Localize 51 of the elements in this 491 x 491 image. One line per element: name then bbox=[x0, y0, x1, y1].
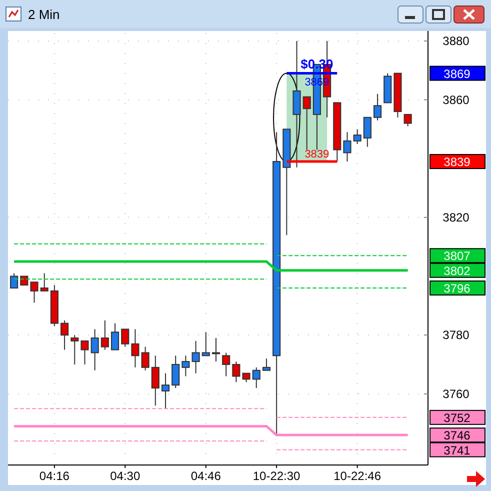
candlestick bbox=[343, 132, 352, 162]
candlestick bbox=[151, 355, 160, 406]
series-label: 3869 bbox=[304, 76, 330, 88]
text: 3839 bbox=[444, 155, 471, 170]
legend-label: 3741 bbox=[444, 443, 471, 458]
x-tick-label: 04:30 bbox=[110, 469, 140, 483]
text: 3869 bbox=[444, 66, 471, 81]
legend-label: 3746 bbox=[444, 428, 471, 443]
candlestick bbox=[141, 346, 150, 371]
candlestick bbox=[10, 272, 18, 288]
candlestick bbox=[222, 352, 230, 377]
candlestick bbox=[172, 355, 180, 388]
candlestick bbox=[40, 272, 48, 292]
candlestick bbox=[252, 366, 260, 388]
candlestick bbox=[161, 372, 170, 410]
y-tick-label: 3860 bbox=[442, 92, 470, 107]
y-tick-label: 3760 bbox=[442, 386, 470, 401]
candlestick bbox=[100, 320, 109, 350]
candlestick bbox=[60, 320, 69, 350]
text: 3807 bbox=[444, 249, 471, 264]
candlestick bbox=[192, 340, 200, 374]
y-tick-label: 3880 bbox=[442, 34, 470, 48]
candlestick bbox=[30, 282, 38, 304]
candlestick bbox=[212, 338, 220, 362]
x-tick-label: 04:16 bbox=[39, 469, 70, 483]
candlestick bbox=[373, 93, 382, 121]
x-tick-label: 04:46 bbox=[190, 469, 222, 483]
candlestick bbox=[131, 328, 140, 368]
series-label: 3839 bbox=[304, 148, 330, 161]
legend-label: 3796 bbox=[444, 282, 471, 296]
candlestick bbox=[182, 355, 190, 377]
text: 3752 bbox=[444, 410, 471, 425]
candlestick bbox=[302, 96, 311, 150]
candlestick bbox=[292, 40, 301, 168]
legend-label: 3802 bbox=[444, 264, 471, 278]
y-tick-label: 3780 bbox=[442, 328, 470, 342]
candlestick bbox=[90, 328, 99, 371]
candlestick bbox=[404, 114, 412, 127]
y-tick-label: 3820 bbox=[442, 210, 470, 224]
x-tick-label: 10-22:46 bbox=[334, 469, 382, 483]
candlestick bbox=[70, 334, 79, 365]
candlestick bbox=[110, 322, 120, 350]
candlestick bbox=[80, 340, 89, 365]
candlestick bbox=[262, 358, 270, 371]
candlestick bbox=[202, 332, 210, 356]
chart-title: 2 Min bbox=[28, 7, 60, 22]
candlestick bbox=[353, 128, 362, 144]
candlestick bbox=[363, 116, 372, 148]
x-tick-label: 10-22:30 bbox=[252, 469, 301, 483]
candlestick bbox=[232, 361, 240, 383]
candlestick bbox=[121, 328, 130, 348]
